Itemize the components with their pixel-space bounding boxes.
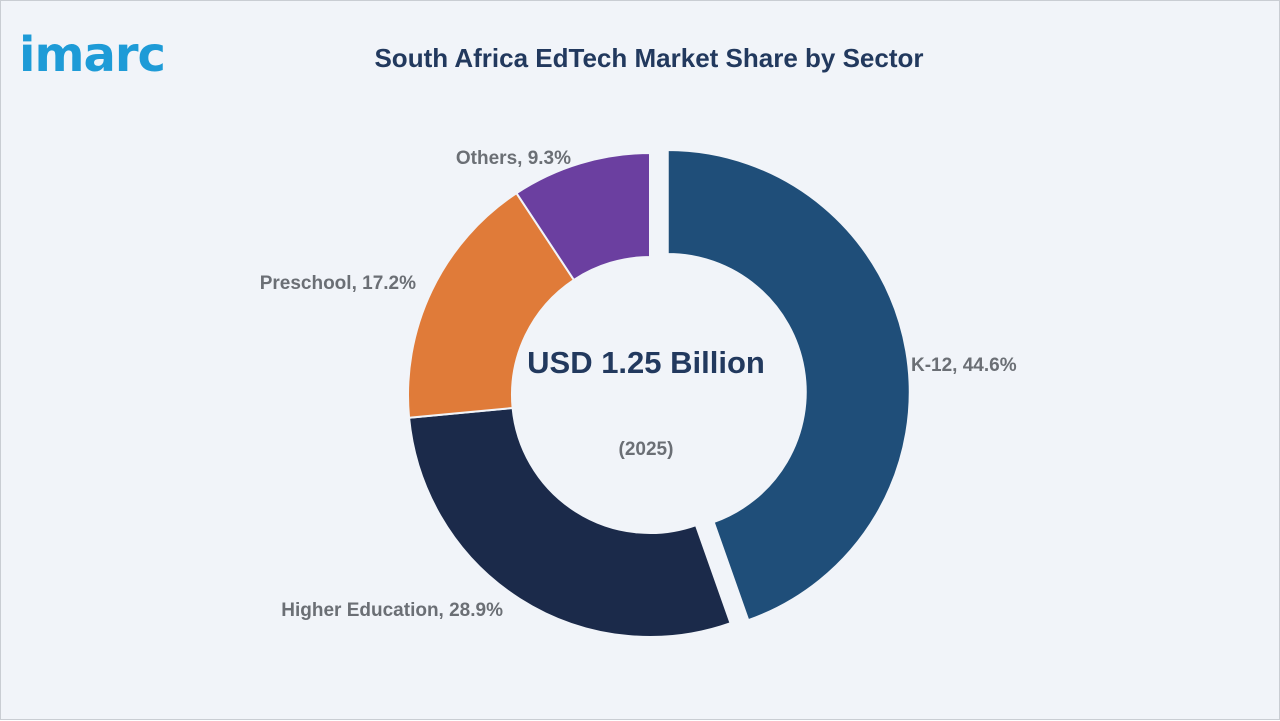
slice-others <box>515 151 651 282</box>
slice-higher-education <box>407 406 732 638</box>
chart-title: South Africa EdTech Market Share by Sect… <box>374 43 924 73</box>
label-preschool: Preschool, 17.2% <box>260 273 416 294</box>
center-year: (2025) <box>618 439 674 460</box>
center-total-value: USD 1.25 Billion <box>527 345 765 380</box>
label-others: Others, 9.3% <box>456 148 571 169</box>
imarc-logo: imarc <box>19 27 166 83</box>
label-k-12: K-12, 44.6% <box>911 355 1017 376</box>
slice-k-12 <box>666 148 911 622</box>
label-higher-education: Higher Education, 28.9% <box>281 600 503 621</box>
slice-preschool <box>407 191 576 419</box>
